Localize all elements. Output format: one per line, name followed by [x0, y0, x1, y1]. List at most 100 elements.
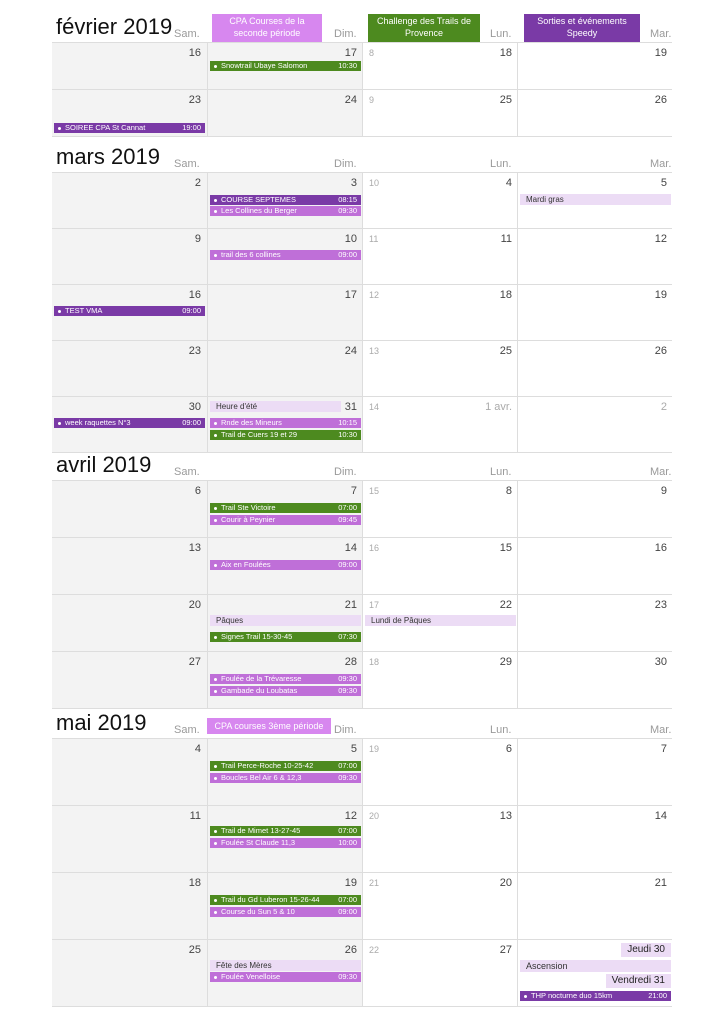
day-cell[interactable]: 23 SOIREE CPA St Cannat 19:00	[52, 90, 207, 136]
day-cell[interactable]: 8 18	[362, 43, 518, 89]
day-cell[interactable]: 19	[517, 43, 673, 89]
day-cell[interactable]: 10 trail des 6 collines 09:00	[207, 229, 363, 284]
day-cell[interactable]: 25	[52, 940, 207, 1006]
day-cell[interactable]: 18	[52, 873, 207, 939]
day-cell[interactable]: 26	[517, 341, 673, 396]
day-cell[interactable]: 19 Trail du Gd Luberon 15-26-44 07:00 Cou…	[207, 873, 363, 939]
event[interactable]: Aix en Foulées 09:00	[210, 560, 361, 570]
day-cell[interactable]: 10 4	[362, 173, 518, 228]
day-cell[interactable]: 16	[517, 538, 673, 594]
day-cell[interactable]: 3 COURSE SEPTEMES 08:15 Les Collines du B…	[207, 173, 363, 228]
day-cell[interactable]: 14 Aix en Foulées 09:00	[207, 538, 363, 594]
holiday-label[interactable]: Lundi de Pâques	[365, 615, 516, 626]
day-cell[interactable]: 18 29	[362, 652, 518, 708]
day-cell[interactable]: 20	[52, 595, 207, 651]
event[interactable]: Trail Ste Victoire 07:00	[210, 503, 361, 513]
day-cell[interactable]: 23	[52, 341, 207, 396]
event[interactable]: SOIREE CPA St Cannat 19:00	[54, 123, 205, 133]
day-cell[interactable]: 21 20	[362, 873, 518, 939]
holiday-label[interactable]: Mardi gras	[520, 194, 671, 205]
day-cell[interactable]: 30	[517, 652, 673, 708]
event[interactable]: Foulée Venelloise 09:30	[210, 972, 361, 982]
day-cell[interactable]: 17	[207, 285, 363, 340]
event[interactable]: Foulée St Claude 11,3 10:00	[210, 838, 361, 848]
day-cell[interactable]: 26 Fête des Mères Foulée Venelloise 09:30	[207, 940, 363, 1006]
day-cell[interactable]: 6	[52, 481, 207, 537]
day-cell[interactable]: 21	[517, 873, 673, 939]
holiday-label[interactable]: Heure d'été	[210, 401, 341, 412]
event[interactable]: Course du Sun 5 & 10 09:00	[210, 907, 361, 917]
calendar-tag-sorties-speedy[interactable]: Sorties et événements Speedy	[524, 14, 640, 42]
day-cell[interactable]: 19 6	[362, 739, 518, 805]
day-cell[interactable]: 20 13	[362, 806, 518, 872]
day-cell[interactable]: 9	[52, 229, 207, 284]
day-cell[interactable]: 15 8	[362, 481, 518, 537]
day-cell[interactable]: 19	[517, 285, 673, 340]
day-cell[interactable]: 30 week raquettes N°3 09:00	[52, 397, 207, 452]
day-cell[interactable]: 12 Trail de Mimet 13-27-45 07:00 Foulée S…	[207, 806, 363, 872]
day-name-sun: Dim.	[334, 158, 357, 170]
event[interactable]: THP nocturne duo 15km 21:00	[520, 991, 671, 1001]
calendar-tag-cpa-courses-3[interactable]: CPA courses 3ème période	[207, 718, 331, 734]
day-cell[interactable]: 28 Foulée de la Trévaresse 09:30 Gambade …	[207, 652, 363, 708]
day-cell[interactable]: 5 Mardi gras	[517, 173, 673, 228]
day-cell[interactable]: 9 25	[362, 90, 518, 136]
day-cell[interactable]: 7	[517, 739, 673, 805]
event[interactable]: Boucles Bel Air 6 & 12,3 09:30	[210, 773, 361, 783]
day-cell[interactable]: 9	[517, 481, 673, 537]
day-cell[interactable]: 12 18	[362, 285, 518, 340]
event[interactable]: Trail de Cuers 19 et 29 10:30	[210, 430, 361, 440]
event[interactable]: Trail de Mimet 13-27-45 07:00	[210, 826, 361, 836]
event[interactable]: Rnde des Mineurs 10:15	[210, 418, 361, 428]
event[interactable]: Signes Trail 15-30-45 07:30	[210, 632, 361, 642]
day-cell[interactable]: 27	[52, 652, 207, 708]
day-cell[interactable]: 11 11	[362, 229, 518, 284]
day-cell[interactable]: 24	[207, 90, 363, 136]
day-cell[interactable]: 17 22 Lundi de Pâques	[362, 595, 518, 651]
holiday-label[interactable]: Pâques	[210, 615, 361, 626]
day-cell[interactable]: 12	[517, 229, 673, 284]
week-number: 15	[369, 486, 380, 496]
day-cell[interactable]: 13	[52, 538, 207, 594]
day-number: 21	[344, 599, 357, 611]
event[interactable]: Snowtrail Ubaye Salomon 10:30	[210, 61, 361, 71]
day-cell[interactable]: 16	[52, 43, 207, 89]
calendar-tag-cpa-courses-2[interactable]: CPA Courses de la seconde période	[212, 14, 322, 42]
day-cell[interactable]: 7 Trail Ste Victoire 07:00 Courir à Peyni…	[207, 481, 363, 537]
day-cell[interactable]: 26	[517, 90, 673, 136]
day-number: 16	[654, 542, 667, 554]
event[interactable]: COURSE SEPTEMES 08:15	[210, 195, 361, 205]
calendar-tag-challenge-trails[interactable]: Challenge des Trails de Provence	[368, 14, 480, 42]
event[interactable]: Foulée de la Trévaresse 09:30	[210, 674, 361, 684]
day-number: 21	[654, 877, 667, 889]
week-row: 13 14 Aix en Foulées 09:00 16 15 16	[52, 538, 672, 595]
day-cell[interactable]: 14	[517, 806, 673, 872]
day-cell[interactable]: 23	[517, 595, 673, 651]
day-cell[interactable]: 11	[52, 806, 207, 872]
day-cell[interactable]: 21 Pâques Signes Trail 15-30-45 07:30	[207, 595, 363, 651]
day-cell[interactable]: 17 Snowtrail Ubaye Salomon 10:30	[207, 43, 363, 89]
day-cell[interactable]: 16 15	[362, 538, 518, 594]
day-cell[interactable]: 13 25	[362, 341, 518, 396]
day-cell[interactable]: 16 TEST VMA 09:00	[52, 285, 207, 340]
day-cell[interactable]: 2	[52, 173, 207, 228]
day-cell[interactable]: 31 Heure d'été Rnde des Mineurs 10:15 Tra…	[207, 397, 363, 452]
day-cell[interactable]: 5 Trail Perce-Roche 10-25-42 07:00 Boucle…	[207, 739, 363, 805]
day-cell[interactable]: 14 1 avr.	[362, 397, 518, 452]
event[interactable]: Les Collines du Berger 09:30	[210, 206, 361, 216]
event[interactable]: Gambade du Loubatas 09:30	[210, 686, 361, 696]
holiday-label[interactable]: Fête des Mères	[210, 960, 361, 971]
event[interactable]: Trail du Gd Luberon 15-26-44 07:00	[210, 895, 361, 905]
week-number: 16	[369, 543, 380, 553]
event[interactable]: Trail Perce-Roche 10-25-42 07:00	[210, 761, 361, 771]
day-cell[interactable]: 2	[517, 397, 673, 452]
event[interactable]: TEST VMA 09:00	[54, 306, 205, 316]
event[interactable]: trail des 6 collines 09:00	[210, 250, 361, 260]
day-cell[interactable]: Jeudi 30 Ascension Vendredi 31 THP noctu…	[517, 940, 673, 1006]
event[interactable]: week raquettes N°3 09:00	[54, 418, 205, 428]
day-cell[interactable]: 22 27	[362, 940, 518, 1006]
day-cell[interactable]: 24	[207, 341, 363, 396]
holiday-label[interactable]: Ascension	[520, 960, 671, 972]
day-cell[interactable]: 4	[52, 739, 207, 805]
event[interactable]: Courir à Peynier 09:45	[210, 515, 361, 525]
